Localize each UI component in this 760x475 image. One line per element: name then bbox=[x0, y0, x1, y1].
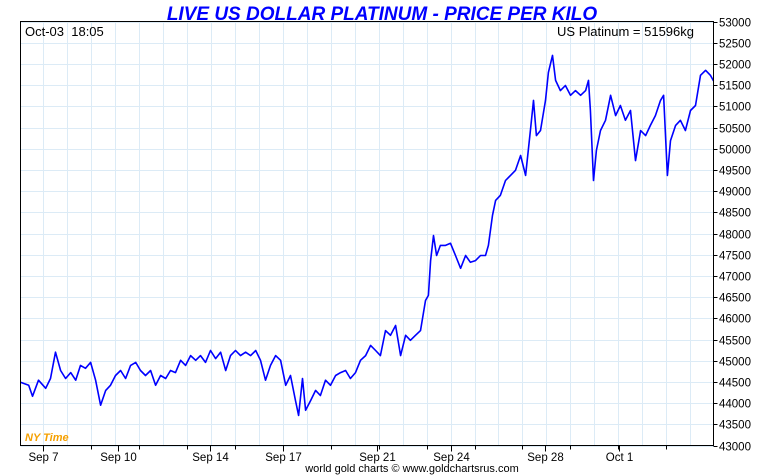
y-tick-label: 45500 bbox=[719, 336, 751, 348]
x-tick-label: Sep 17 bbox=[265, 452, 301, 464]
y-tick-label: 44500 bbox=[719, 378, 751, 390]
y-tick-label: 47000 bbox=[719, 272, 751, 284]
x-tick-label: Sep 10 bbox=[100, 452, 136, 464]
x-tick-label: Sep 7 bbox=[28, 452, 58, 464]
y-tick-label: 48000 bbox=[719, 230, 751, 242]
y-tick-label: 46500 bbox=[719, 293, 751, 305]
x-axis: Sep 7 Sep 10 Sep 14 Sep 17 Sep 21 Sep 24 Sep 2… bbox=[28, 445, 667, 464]
y-axis: 43000 43500 44000 44500 45000 45500 46000 46500… bbox=[713, 18, 751, 454]
y-tick-label: 50000 bbox=[719, 145, 751, 157]
y-tick-label: 43000 bbox=[719, 442, 751, 454]
y-tick-label: 50500 bbox=[719, 124, 751, 136]
y-tick-label: 49000 bbox=[719, 187, 751, 199]
y-tick-label: 47500 bbox=[719, 251, 751, 263]
y-tick-label: 52000 bbox=[719, 60, 751, 72]
y-tick-label: 46000 bbox=[719, 314, 751, 326]
price-series-line bbox=[20, 54, 715, 417]
plot-frame bbox=[20, 21, 714, 446]
x-tick-label: Sep 14 bbox=[192, 452, 229, 464]
y-tick-label: 52500 bbox=[719, 39, 751, 51]
footer-credit: world gold charts © www.goldchartsrus.co… bbox=[304, 463, 519, 475]
y-tick-label: 49500 bbox=[719, 166, 751, 178]
y-tick-label: 45000 bbox=[719, 357, 751, 369]
timestamp-label: Oct-03 18:05 bbox=[25, 24, 104, 39]
x-tick-label: Sep 28 bbox=[527, 452, 563, 464]
y-tick-label: 53000 bbox=[719, 18, 751, 30]
x-tick-label: Sep 24 bbox=[433, 452, 470, 464]
y-tick-label: 51000 bbox=[719, 102, 751, 114]
current-price-label: US Platinum = 51596kg bbox=[557, 24, 694, 39]
grid-lines bbox=[20, 21, 714, 447]
timezone-label: NY Time bbox=[25, 432, 69, 444]
y-tick-label: 48500 bbox=[719, 208, 751, 220]
chart-title: LIVE US DOLLAR PLATINUM - PRICE PER KILO bbox=[167, 4, 598, 25]
x-tick-label: Sep 21 bbox=[359, 452, 395, 464]
y-tick-label: 51500 bbox=[719, 81, 751, 93]
y-tick-label: 44000 bbox=[719, 399, 751, 411]
x-tick-label: Oct 1 bbox=[606, 452, 633, 464]
y-tick-label: 43500 bbox=[719, 420, 751, 432]
